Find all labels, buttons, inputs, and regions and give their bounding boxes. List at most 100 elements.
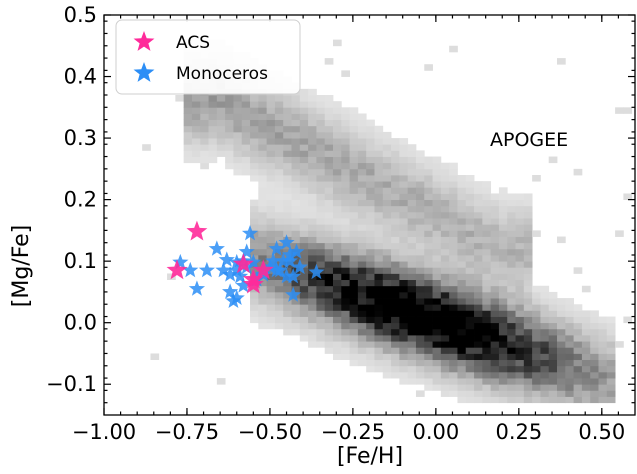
- density-bin: [573, 168, 583, 176]
- density-bin: [299, 150, 309, 157]
- density-bin: [482, 341, 492, 348]
- density-bin: [573, 371, 583, 379]
- density-bin: [308, 95, 317, 102]
- density-bin: [457, 218, 467, 225]
- density-bin: [366, 211, 375, 219]
- density-bin: [274, 144, 284, 151]
- density-bin: [523, 347, 533, 354]
- density-bin: [540, 365, 550, 373]
- density-bin: [457, 310, 467, 317]
- density-bin: [440, 224, 450, 231]
- density-bin: [482, 242, 492, 250]
- density-bin: [266, 175, 276, 182]
- density-bin: [606, 378, 616, 385]
- density-bin: [515, 218, 525, 225]
- density-bin: [474, 199, 483, 207]
- density-bin: [449, 248, 458, 256]
- density-bin: [415, 353, 425, 361]
- density-bin: [490, 291, 500, 299]
- density-bin: [208, 144, 218, 151]
- density-bin: [581, 341, 591, 348]
- density-bin: [374, 285, 384, 293]
- density-bin: [548, 291, 558, 299]
- y-tick-label: 0.3: [64, 126, 97, 150]
- density-bin: [449, 224, 458, 231]
- density-bin: [308, 298, 317, 305]
- density-bin: [399, 168, 409, 176]
- density-bin: [407, 273, 417, 281]
- density-bin: [332, 181, 342, 188]
- density-bin: [266, 285, 276, 293]
- density-bin: [407, 199, 417, 207]
- density-bin: [490, 285, 500, 293]
- density-bin: [332, 224, 342, 231]
- density-bin: [324, 341, 334, 348]
- density-bin: [316, 291, 326, 299]
- density-bin: [308, 335, 317, 342]
- density-bin: [357, 316, 367, 324]
- density-bin: [440, 384, 450, 391]
- density-bin: [349, 119, 359, 127]
- density-bin: [332, 304, 342, 311]
- density-bin: [332, 298, 342, 305]
- density-bin: [498, 298, 508, 305]
- density-bin: [258, 144, 268, 151]
- density-bin: [299, 310, 309, 317]
- density-bin: [341, 224, 350, 231]
- density-bin: [341, 261, 350, 268]
- density-bin: [349, 218, 359, 225]
- density-bin: [482, 378, 492, 385]
- density-bin: [366, 261, 375, 268]
- density-bin: [482, 211, 492, 219]
- density-bin: [474, 322, 483, 330]
- density-bin: [349, 273, 359, 281]
- density-bin: [565, 378, 575, 385]
- density-bin: [391, 175, 400, 182]
- density-bin: [291, 236, 301, 244]
- density-bin: [457, 384, 467, 391]
- density-bin: [573, 267, 583, 274]
- density-bin: [349, 181, 359, 188]
- monoceros-point: [215, 261, 232, 278]
- density-bin: [316, 101, 326, 108]
- density-bin: [266, 279, 276, 287]
- density-bin: [382, 181, 392, 188]
- density-bin: [366, 168, 375, 176]
- density-bin: [391, 341, 400, 348]
- density-bin: [183, 119, 193, 127]
- density-bin: [515, 359, 525, 367]
- density-bin: [374, 310, 384, 317]
- density-bin: [440, 328, 450, 336]
- density-bin: [465, 390, 475, 397]
- density-bin: [449, 162, 458, 170]
- density-bin: [258, 187, 268, 194]
- density-bin: [341, 242, 350, 250]
- density-bin: [590, 328, 599, 336]
- density-bin: [482, 347, 492, 354]
- density-bin: [399, 248, 409, 256]
- density-bin: [241, 119, 251, 127]
- density-bin: [457, 298, 467, 305]
- density-bin: [332, 248, 342, 256]
- density-bin: [474, 255, 483, 262]
- density-bin: [399, 304, 409, 311]
- density-bin: [407, 353, 417, 361]
- density-bin: [482, 365, 492, 373]
- density-bin: [590, 322, 599, 330]
- monoceros-point: [182, 261, 199, 278]
- density-bin: [374, 162, 384, 170]
- density-bin: [366, 328, 375, 336]
- density-bin: [415, 162, 425, 170]
- density-bin: [291, 322, 301, 330]
- density-bin: [507, 328, 516, 336]
- density-bin: [432, 205, 442, 213]
- density-bin: [250, 131, 259, 139]
- density-bin: [482, 181, 492, 188]
- density-bin: [382, 156, 392, 164]
- density-bin: [557, 341, 566, 348]
- density-bin: [250, 291, 259, 299]
- density-bin: [565, 390, 575, 397]
- density-bin: [291, 162, 301, 170]
- density-bin: [382, 242, 392, 250]
- density-bin: [291, 316, 301, 324]
